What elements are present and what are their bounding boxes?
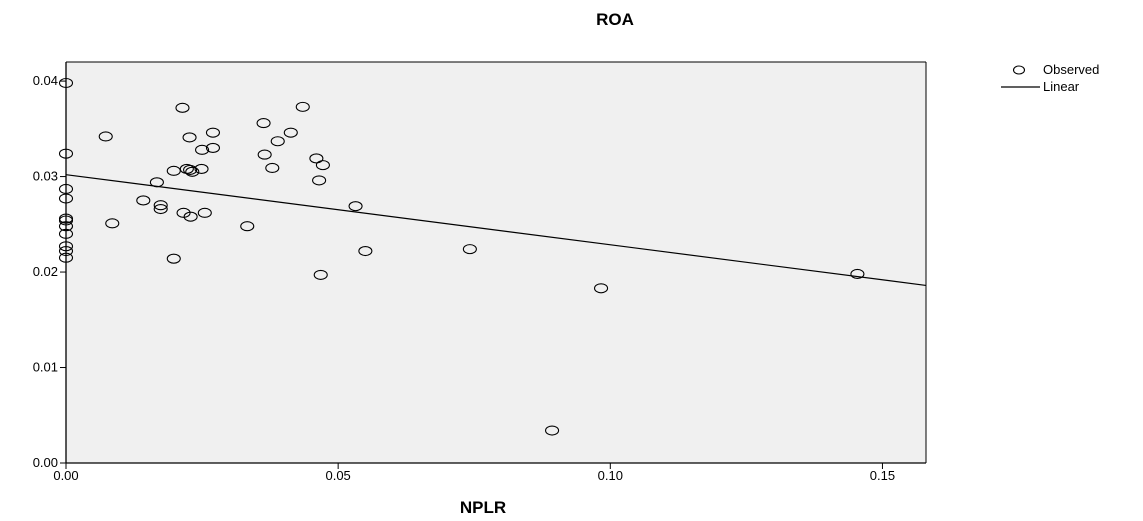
observed-point (309, 153, 324, 164)
observed-point (176, 207, 191, 218)
x-tick-label: 0.15 (870, 468, 895, 483)
observed-point (105, 218, 120, 229)
observed-point (166, 165, 181, 176)
observed-point (265, 162, 280, 174)
observed-point (195, 144, 210, 155)
y-tick-label: 0.04 (33, 73, 58, 88)
observed-point (358, 245, 373, 257)
x-tick-label: 0.05 (325, 468, 350, 483)
y-tick-label: 0.01 (33, 360, 58, 375)
observed-point (194, 163, 209, 174)
y-tick-label: 0.00 (33, 455, 58, 470)
x-tick-label: 0.00 (53, 468, 78, 483)
x-axis-title: NPLR (460, 498, 506, 517)
plot-area (66, 62, 926, 463)
observed-point (153, 200, 168, 211)
observed-point (240, 221, 255, 232)
legend-linear-label: Linear (1043, 79, 1080, 94)
observed-point (462, 244, 477, 255)
observed-point (257, 149, 272, 160)
legend-observed-marker (1012, 65, 1026, 75)
observed-point (270, 136, 285, 147)
observed-point (348, 201, 363, 212)
legend-observed-label: Observed (1043, 62, 1099, 77)
observed-point (295, 101, 310, 112)
observed-point (185, 166, 200, 177)
y-tick-label: 0.03 (33, 169, 58, 184)
observed-point (166, 253, 181, 264)
legend: Observed Linear (1001, 62, 1099, 94)
axes: 0.00 0.01 0.02 0.03 0.04 0.00 0.05 0.10 0.15 (33, 61, 927, 483)
linear-fit-line (65, 174, 927, 287)
observed-point (205, 127, 221, 138)
observed-point (182, 132, 197, 143)
chart-title: ROA (596, 10, 634, 29)
observed-point (283, 127, 298, 138)
observed-point (175, 102, 190, 113)
observed-point (594, 283, 609, 294)
observed-point (197, 207, 212, 218)
observed-point (98, 131, 113, 142)
y-tick-label: 0.02 (33, 264, 58, 279)
observed-point (256, 118, 271, 129)
x-tick-label: 0.10 (598, 468, 623, 483)
observed-point (850, 268, 865, 280)
observed-point (545, 425, 560, 436)
observed-point (149, 177, 164, 188)
observed-point (312, 175, 327, 186)
observed-point (153, 203, 168, 215)
observed-point (136, 195, 151, 206)
observed-point (183, 164, 198, 175)
observed-point (205, 142, 221, 153)
observed-point (315, 160, 330, 171)
observed-point (313, 269, 328, 280)
observed-point (183, 211, 198, 222)
